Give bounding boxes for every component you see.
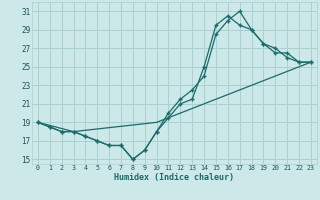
X-axis label: Humidex (Indice chaleur): Humidex (Indice chaleur) [115, 173, 234, 182]
